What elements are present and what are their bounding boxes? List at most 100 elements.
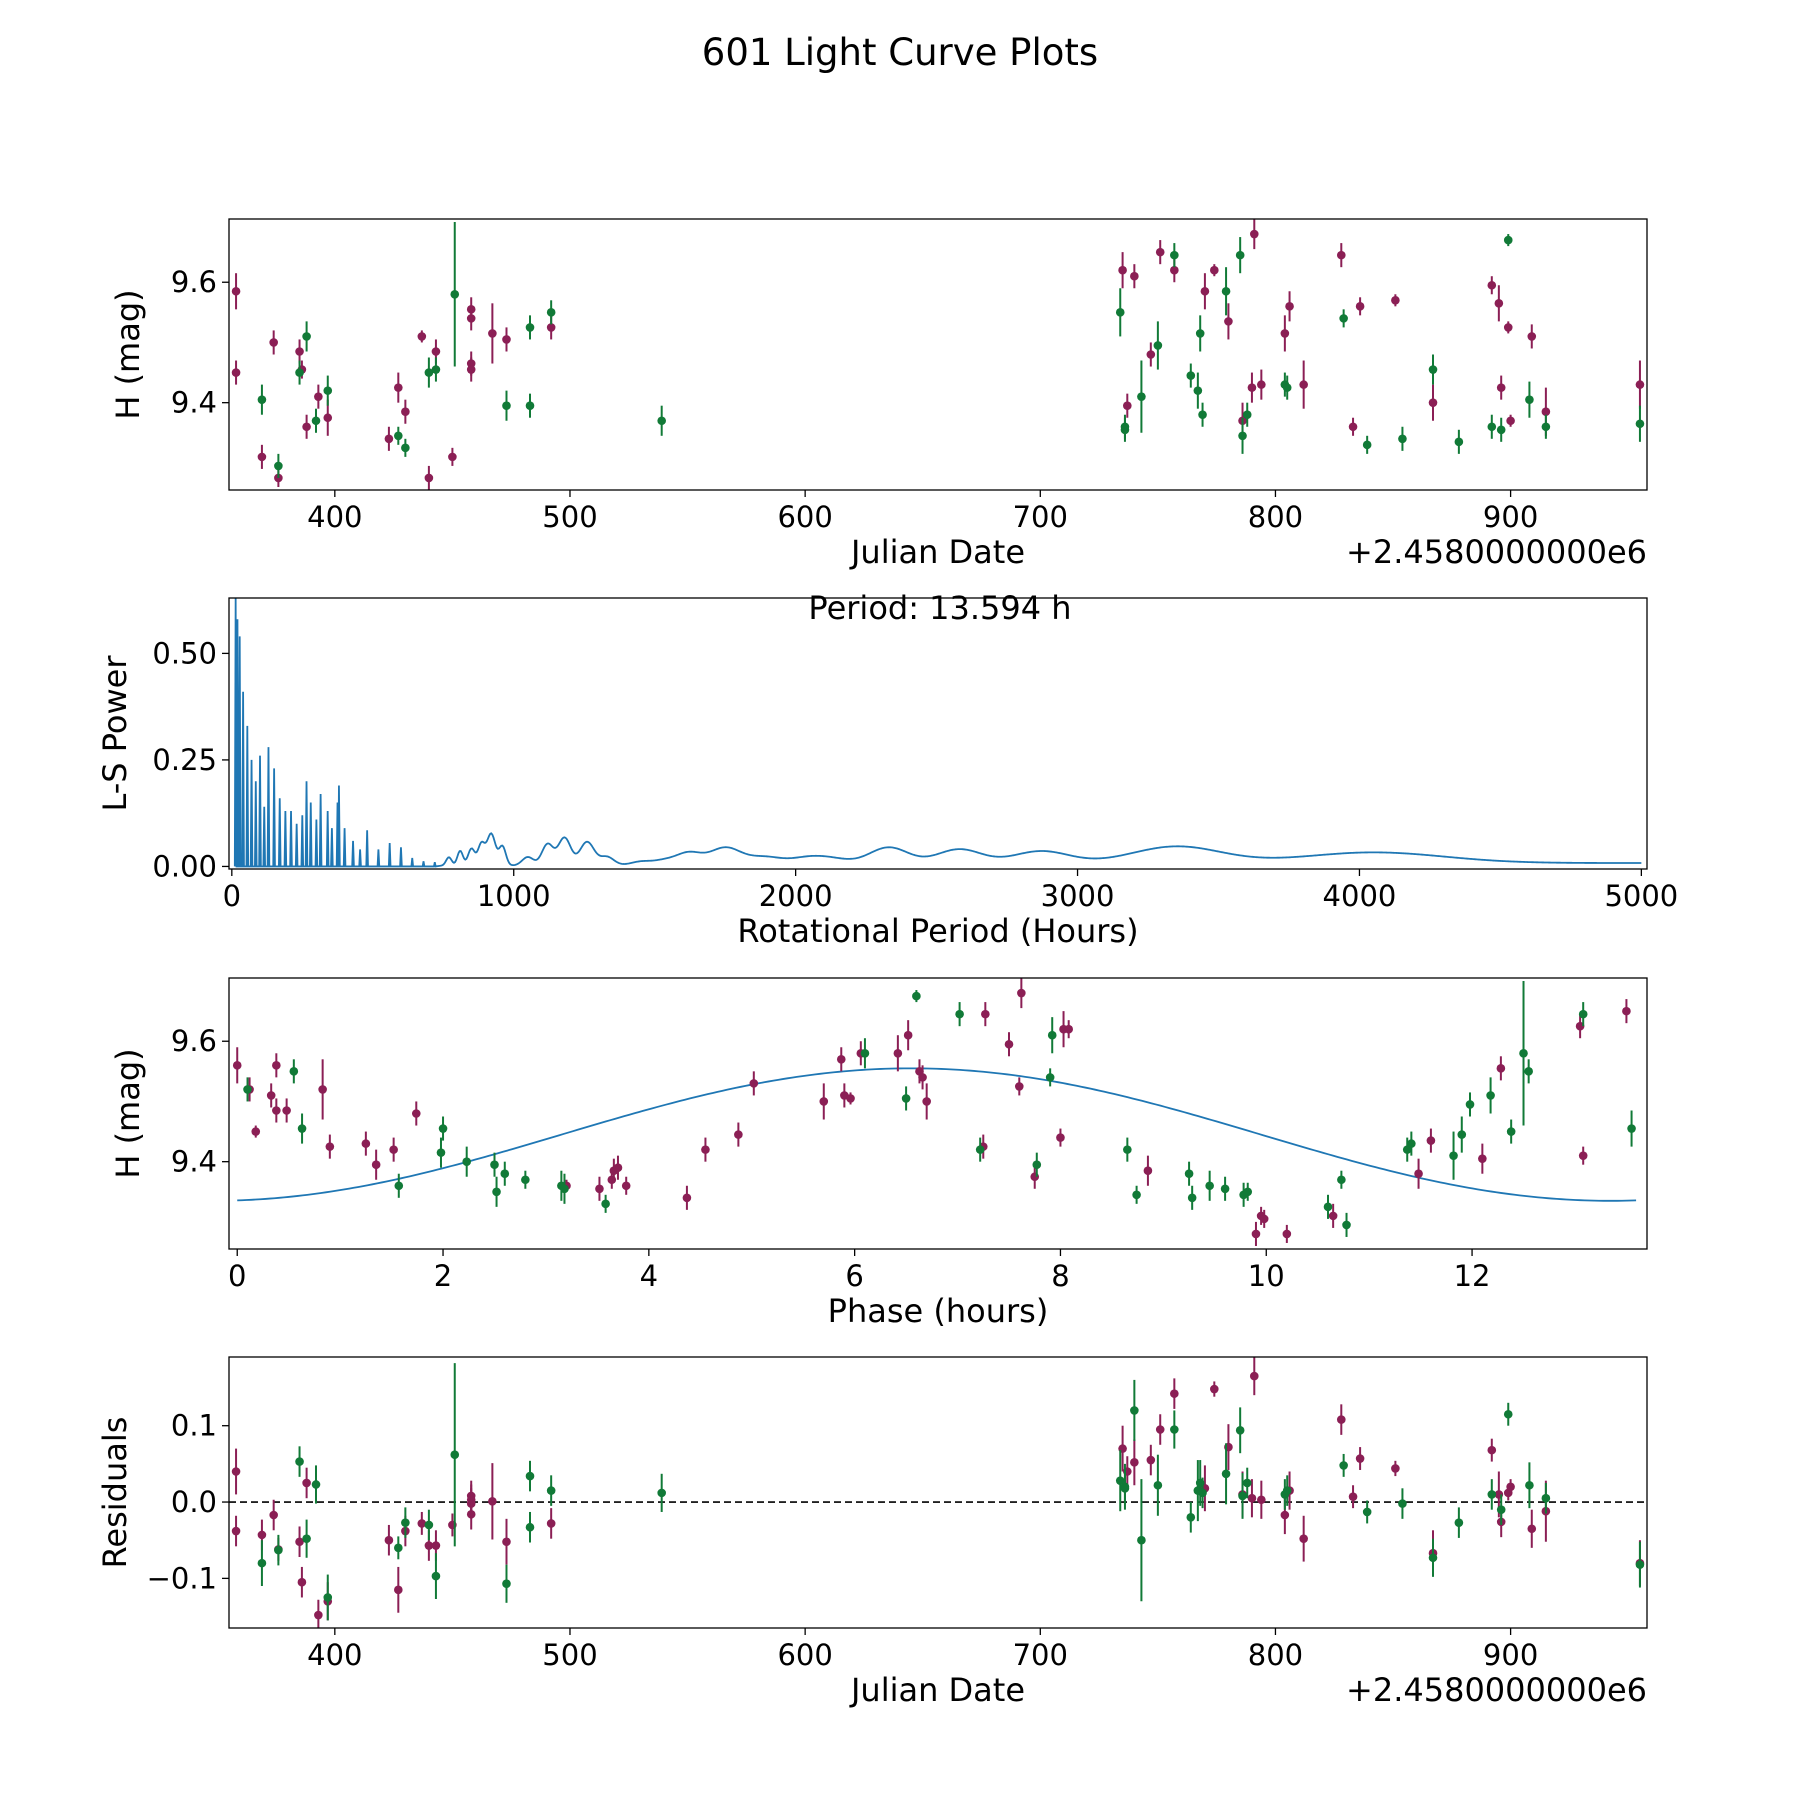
x-tick-label: 900 — [1483, 1638, 1538, 1672]
data-point — [1146, 350, 1156, 359]
data-point — [1184, 1169, 1194, 1179]
data-point — [384, 1535, 394, 1545]
data-point — [525, 1471, 535, 1481]
data-point — [1506, 1482, 1515, 1492]
data-point — [295, 347, 304, 356]
data-point — [1428, 1553, 1438, 1563]
x-axis-label: Julian Date — [849, 533, 1025, 571]
data-point — [1143, 1166, 1153, 1176]
data-point — [257, 1558, 267, 1568]
data-point — [918, 1073, 927, 1082]
data-point — [1249, 1371, 1259, 1381]
data-point — [1221, 1469, 1231, 1479]
data-point — [492, 1187, 501, 1197]
data-point — [1503, 1409, 1513, 1419]
data-point — [1210, 1384, 1219, 1394]
data-point — [836, 1055, 846, 1064]
x-tick-label: 10 — [1248, 1259, 1285, 1293]
data-point — [701, 1145, 710, 1154]
data-point — [500, 1169, 510, 1179]
data-point — [266, 1091, 276, 1100]
data-point — [272, 1106, 281, 1115]
data-point — [749, 1079, 759, 1088]
data-point — [450, 289, 460, 299]
data-point — [295, 1457, 304, 1466]
data-point — [1224, 317, 1233, 326]
periodogram-frame — [228, 597, 1648, 870]
data-point — [981, 1009, 990, 1019]
light-curve-plot-area — [231, 219, 1645, 490]
data-point — [431, 365, 441, 374]
series-a-points — [231, 219, 1645, 490]
residuals-panel: 400 500 600 700 800 900 −0.1 0.0 0.1 Julian Date R… — [96, 1356, 1648, 1709]
data-point — [1457, 1130, 1467, 1139]
data-point — [424, 1520, 434, 1530]
data-point — [1249, 229, 1259, 239]
data-point — [436, 1148, 446, 1157]
data-point — [401, 407, 410, 417]
data-point — [546, 1486, 556, 1495]
series-b-points — [243, 981, 1636, 1237]
data-point — [1487, 1490, 1497, 1499]
data-point — [1428, 398, 1438, 407]
data-point — [903, 1030, 913, 1040]
data-point — [1525, 1480, 1534, 1490]
data-point — [394, 431, 403, 441]
phased-light-curve-panel: 0 2 4 6 8 10 12 9.4 9.6 Phase (hours) H (mag) — [109, 977, 1648, 1330]
data-point — [901, 1094, 911, 1103]
data-point — [1242, 410, 1252, 420]
data-point — [323, 413, 333, 423]
periodogram-line — [233, 598, 1642, 868]
data-point — [431, 347, 441, 356]
data-point — [302, 1534, 311, 1543]
data-point — [1391, 1464, 1400, 1473]
x-tick-label: 2000 — [759, 879, 833, 913]
data-point — [1355, 1454, 1365, 1463]
data-point — [394, 383, 403, 392]
data-point — [1506, 1127, 1516, 1136]
data-point — [1137, 392, 1146, 401]
x-axis-label: Rotational Period (Hours) — [737, 912, 1138, 950]
data-point — [1238, 431, 1247, 441]
data-point — [1056, 1133, 1065, 1142]
phased-light-curve-frame — [228, 977, 1648, 1250]
data-point — [1339, 314, 1348, 323]
y-axis-label: Residuals — [96, 1417, 134, 1569]
data-point — [1243, 1187, 1253, 1197]
data-point — [325, 1142, 335, 1151]
periodogram-panel: Period: 13.594 h 0 1000 2000 3000 4000 5000 0.… — [96, 589, 1678, 950]
data-point — [231, 1526, 241, 1536]
residuals-frame — [228, 1356, 1648, 1629]
data-point — [1115, 1476, 1125, 1485]
y-axis-label: L-S Power — [96, 655, 134, 812]
data-point — [257, 452, 267, 462]
data-point — [860, 1048, 870, 1058]
data-point — [1519, 1048, 1528, 1058]
data-point — [311, 1480, 321, 1489]
period-annotation: Period: 13.594 h — [808, 589, 1071, 627]
data-point — [251, 1127, 261, 1136]
data-point — [502, 1579, 511, 1589]
y-tick-label: 9.4 — [171, 386, 217, 420]
data-point — [371, 1160, 381, 1169]
data-point — [1454, 1518, 1464, 1527]
figure-title: 601 Light Curve Plots — [702, 31, 1098, 74]
data-point — [846, 1094, 855, 1103]
data-point — [1541, 422, 1551, 432]
data-point — [1578, 1009, 1588, 1019]
data-point — [297, 1577, 307, 1587]
x-tick-label: 4 — [640, 1259, 658, 1293]
y-tick-label: 0.25 — [152, 743, 217, 777]
x-tick-label: 500 — [542, 500, 597, 534]
data-point — [1282, 383, 1292, 392]
x-tick-label: 2 — [434, 1259, 452, 1293]
data-point — [1170, 265, 1179, 275]
data-point — [1242, 1478, 1252, 1488]
data-point — [1337, 1175, 1346, 1185]
x-tick-label: 700 — [1013, 1638, 1068, 1672]
series-b-points — [257, 1363, 1645, 1621]
data-point — [1336, 250, 1346, 260]
data-point — [1541, 407, 1551, 417]
data-point — [318, 1085, 327, 1094]
